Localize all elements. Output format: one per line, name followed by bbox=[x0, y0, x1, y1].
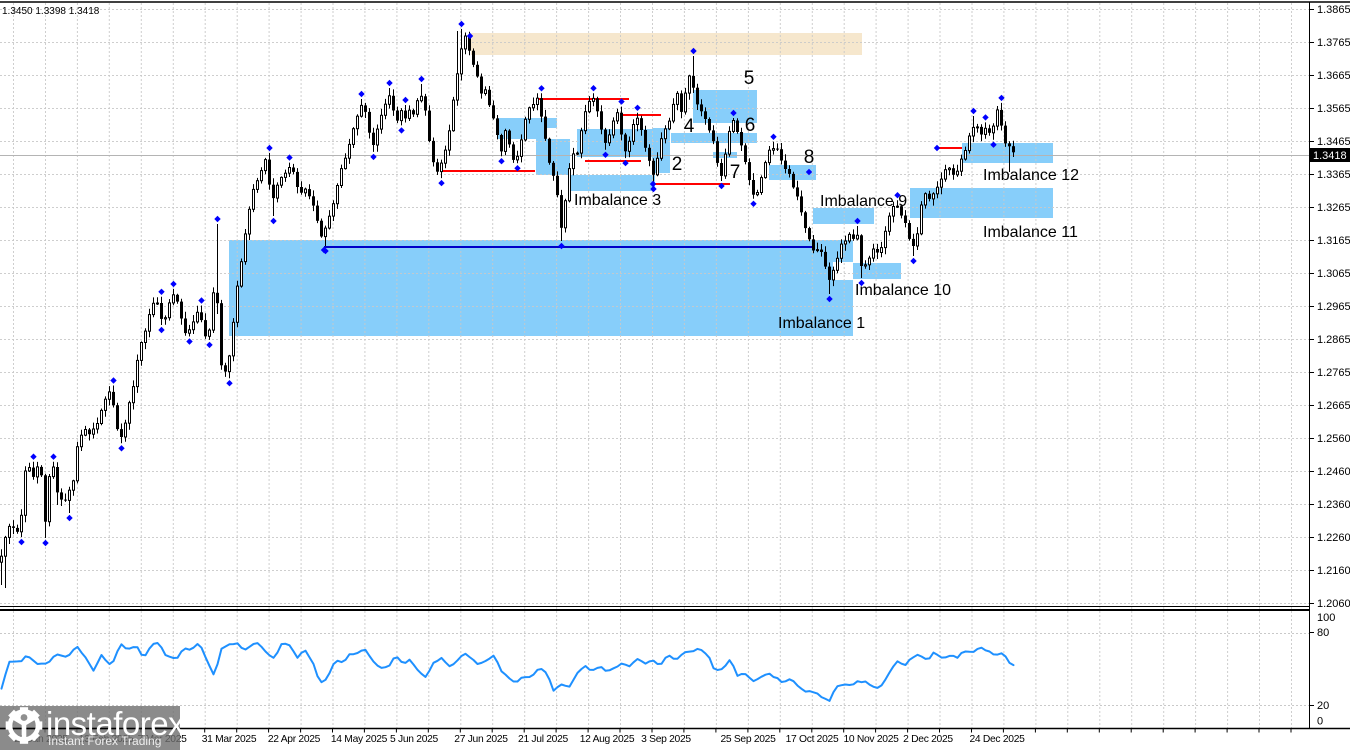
svg-text:1.3665: 1.3665 bbox=[1317, 70, 1350, 82]
svg-text:4: 4 bbox=[684, 116, 695, 137]
svg-text:10 Nov 2025: 10 Nov 2025 bbox=[843, 734, 899, 745]
svg-text:1.3865: 1.3865 bbox=[1317, 4, 1350, 16]
svg-text:Imbalance 12: Imbalance 12 bbox=[983, 167, 1079, 184]
svg-text:8: 8 bbox=[804, 147, 815, 168]
svg-text:21 Jul 2025: 21 Jul 2025 bbox=[518, 734, 569, 745]
svg-text:1.3065: 1.3065 bbox=[1317, 268, 1350, 280]
svg-text:Imbalance 11: Imbalance 11 bbox=[983, 224, 1078, 241]
svg-text:24 Dec 2025: 24 Dec 2025 bbox=[969, 734, 1025, 745]
svg-text:1.2360: 1.2360 bbox=[1317, 499, 1350, 511]
svg-text:instaforex: instaforex bbox=[46, 705, 185, 742]
svg-text:14 May 2025: 14 May 2025 bbox=[331, 734, 388, 745]
svg-text:100: 100 bbox=[1317, 612, 1335, 624]
svg-text:6: 6 bbox=[745, 115, 756, 136]
svg-text:80: 80 bbox=[1317, 627, 1329, 639]
svg-text:1.3365: 1.3365 bbox=[1317, 169, 1350, 181]
svg-text:1.3565: 1.3565 bbox=[1317, 103, 1350, 115]
svg-text:2 Dec 2025: 2 Dec 2025 bbox=[903, 734, 953, 745]
svg-text:7: 7 bbox=[730, 162, 741, 183]
svg-text:1.3418: 1.3418 bbox=[1313, 150, 1347, 162]
svg-text:22 Apr 2025: 22 Apr 2025 bbox=[268, 734, 321, 745]
svg-text:1.3765: 1.3765 bbox=[1317, 37, 1350, 49]
svg-text:1.2560: 1.2560 bbox=[1317, 433, 1350, 445]
svg-text:1.3265: 1.3265 bbox=[1317, 202, 1350, 214]
svg-text:Imbalance 10: Imbalance 10 bbox=[855, 282, 951, 299]
svg-text:31 Mar 2025: 31 Mar 2025 bbox=[202, 734, 257, 745]
svg-text:1.2460: 1.2460 bbox=[1317, 466, 1350, 478]
svg-text:1.2060: 1.2060 bbox=[1317, 598, 1350, 610]
svg-text:Imbalance 9: Imbalance 9 bbox=[820, 193, 907, 210]
svg-text:1.2865: 1.2865 bbox=[1317, 334, 1350, 346]
svg-text:5: 5 bbox=[744, 68, 755, 89]
svg-text:5 Jun 2025: 5 Jun 2025 bbox=[390, 734, 439, 745]
svg-text:Instant Forex Trading: Instant Forex Trading bbox=[48, 734, 161, 748]
svg-text:1.3450 1.3398 1.3418: 1.3450 1.3398 1.3418 bbox=[2, 6, 100, 17]
svg-text:12 Aug 2025: 12 Aug 2025 bbox=[580, 734, 635, 745]
svg-text:0: 0 bbox=[1317, 716, 1323, 728]
svg-text:3 Sep 2025: 3 Sep 2025 bbox=[641, 734, 691, 745]
svg-text:1.2765: 1.2765 bbox=[1317, 367, 1350, 379]
svg-text:1.2965: 1.2965 bbox=[1317, 301, 1350, 313]
svg-text:1.3465: 1.3465 bbox=[1317, 136, 1350, 148]
svg-text:27 Jun 2025: 27 Jun 2025 bbox=[454, 734, 508, 745]
svg-text:1.2260: 1.2260 bbox=[1317, 532, 1350, 544]
svg-text:2: 2 bbox=[672, 154, 683, 175]
svg-text:Imbalance 3: Imbalance 3 bbox=[574, 192, 661, 209]
svg-text:20: 20 bbox=[1317, 700, 1329, 712]
svg-text:25 Sep 2025: 25 Sep 2025 bbox=[720, 734, 776, 745]
svg-text:17 Oct 2025: 17 Oct 2025 bbox=[786, 734, 839, 745]
svg-text:1.2160: 1.2160 bbox=[1317, 565, 1350, 577]
svg-text:1.2665: 1.2665 bbox=[1317, 400, 1350, 412]
svg-text:1.3165: 1.3165 bbox=[1317, 235, 1350, 247]
svg-text:Imbalance 1: Imbalance 1 bbox=[778, 315, 865, 332]
